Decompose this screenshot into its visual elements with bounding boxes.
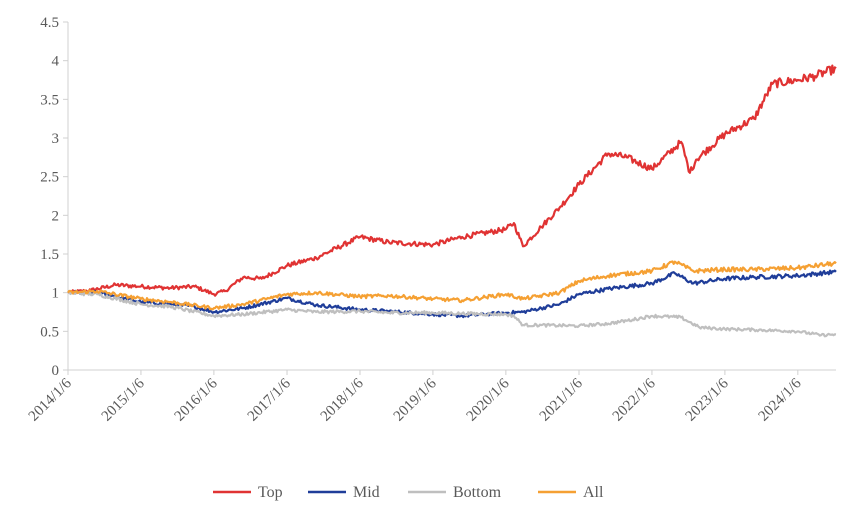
legend-label-bottom: Bottom xyxy=(453,484,502,501)
y-tick-label: 1.5 xyxy=(40,247,59,263)
series-lines xyxy=(67,64,837,338)
x-tick-label: 2022/1/6 xyxy=(610,375,659,424)
y-tick-label: 0 xyxy=(52,363,60,379)
y-tick-label: 1 xyxy=(52,286,60,302)
y-tick-label: 3 xyxy=(52,131,60,147)
x-tick-label: 2019/1/6 xyxy=(391,375,440,424)
y-tick-label: 2.5 xyxy=(40,170,59,186)
x-tick-label: 2021/1/6 xyxy=(537,375,586,424)
y-tick-label: 4 xyxy=(52,54,60,70)
x-tick-label: 2020/1/6 xyxy=(464,375,513,424)
x-tick-label: 2014/1/6 xyxy=(26,375,75,424)
x-tick-label: 2015/1/6 xyxy=(99,375,148,424)
series-line-all xyxy=(67,260,837,311)
x-tick-label: 2017/1/6 xyxy=(245,375,294,424)
series-line-bottom xyxy=(67,290,837,338)
legend: Top Mid Bottom All xyxy=(213,484,604,501)
y-tick-label: 3.5 xyxy=(40,92,59,108)
legend-label-all: All xyxy=(583,484,604,501)
y-tick-label: 4.5 xyxy=(40,15,59,31)
y-axis: 0 0.5 1 1.5 2 2.5 3 3.5 4 4.5 xyxy=(40,15,69,379)
x-tick-label: 2018/1/6 xyxy=(318,375,367,424)
series-line-top xyxy=(67,64,837,297)
legend-label-mid: Mid xyxy=(353,484,380,501)
legend-label-top: Top xyxy=(258,484,283,501)
x-tick-label: 2024/1/6 xyxy=(756,375,805,424)
y-tick-label: 0.5 xyxy=(40,324,59,340)
x-tick-label: 2023/1/6 xyxy=(683,375,732,424)
y-tick-label: 2 xyxy=(52,208,60,224)
x-tick-label: 2016/1/6 xyxy=(172,375,221,424)
x-axis: 2014/1/6 2015/1/6 2016/1/6 2017/1/6 2018/1/6… xyxy=(26,369,836,425)
